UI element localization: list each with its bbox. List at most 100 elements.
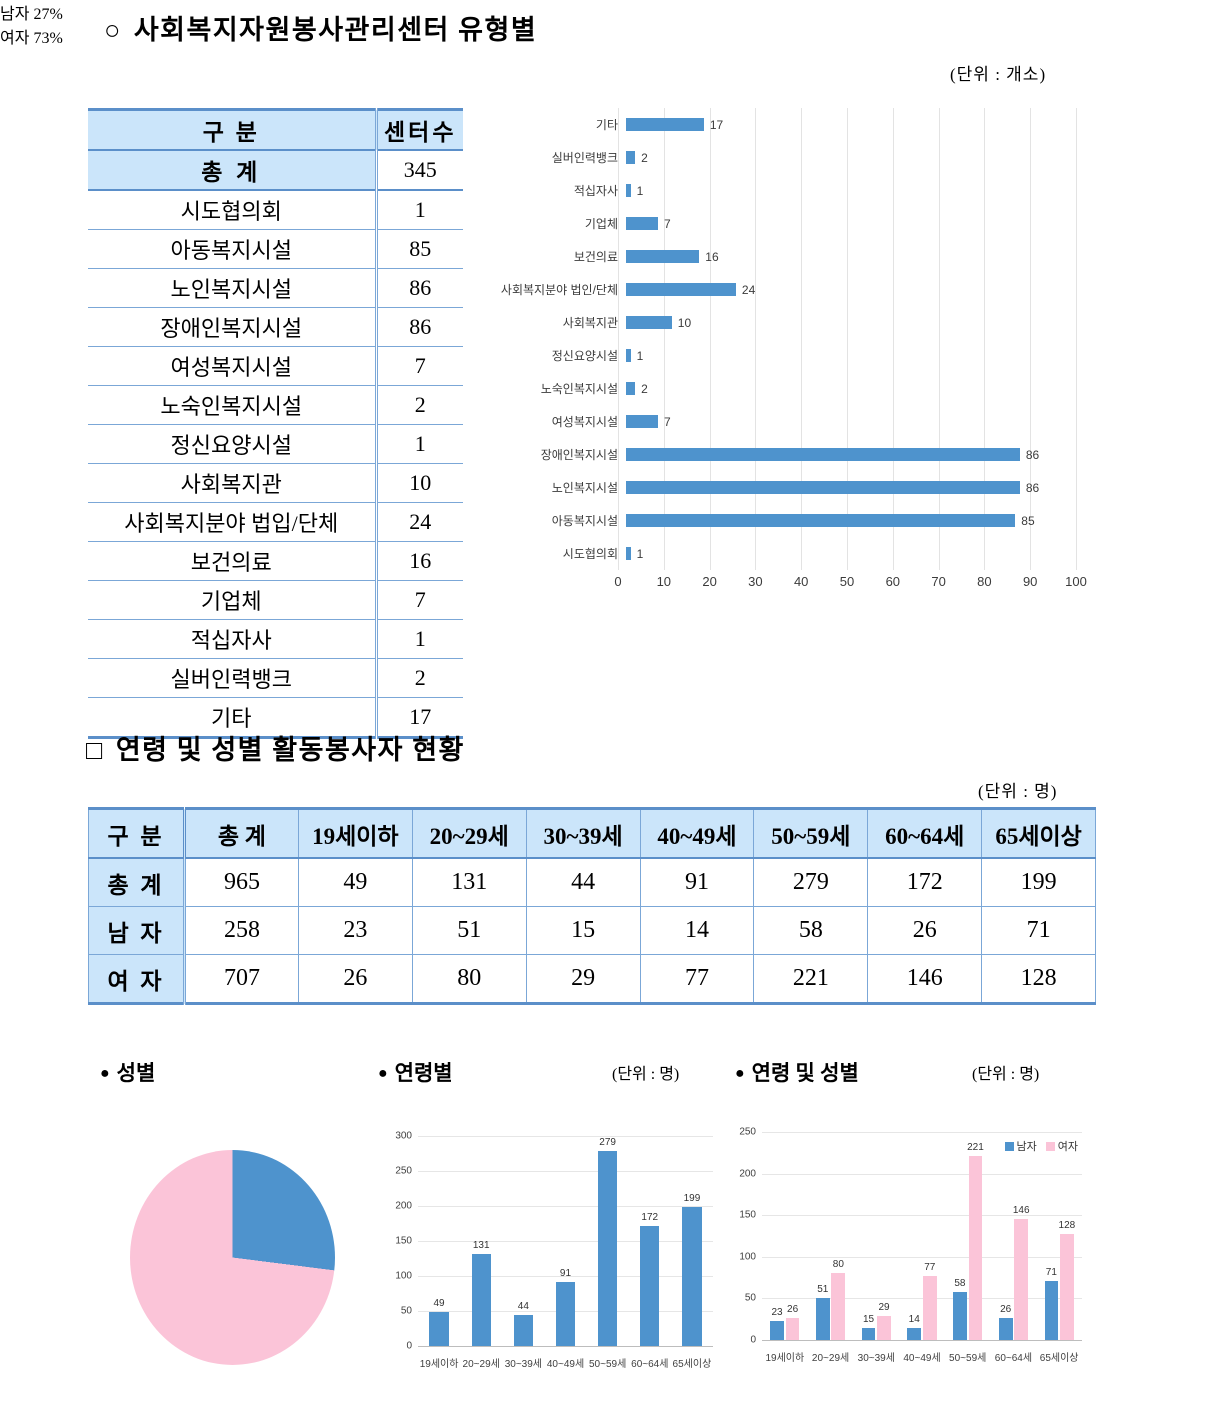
bar-row: 적십자사 1 (486, 174, 1096, 207)
x-axis-tick-label: 19세이하 (765, 1353, 805, 1364)
cell-total: 965 (184, 857, 299, 907)
centers-bar-chart: 기타 17 실버인력뱅크 2 적십자사 1 기업체 7 보건의료 16 사회복지분야 법인/단체 24… (486, 108, 1096, 638)
bar: 221 (967, 1142, 984, 1340)
bar-category-label: 노인복지시설 (551, 481, 618, 495)
row-value-total: 345 (374, 149, 463, 191)
table-row-total: 총 계 965 49 131 44 91 279 172 199 (88, 857, 1096, 907)
age-gender-chart-caption: ● 연령 및 성별 (735, 1057, 859, 1087)
bar-track: 1 (626, 174, 1084, 207)
bar: 15 (861, 1314, 876, 1340)
bar: 26 (998, 1304, 1013, 1340)
bar-category-label: 기타 (595, 118, 618, 132)
y-axis-tick-label: 100 (739, 1251, 756, 1263)
column-header-center-count: 센터수 (374, 108, 463, 151)
table-row: 여성복지시설 7 (88, 346, 463, 386)
cell-50-59: 221 (753, 954, 869, 1005)
centers-table: 구 분 센터수 총 계 345 시도협의회 1 아동복지시설 85 노인복지시설… (88, 108, 463, 739)
x-axis-tick-label: 40~49세 (546, 1359, 585, 1370)
section-1-title: 사회복지자원봉사관리센터 유형별 (133, 15, 538, 45)
x-axis-tick-label: 40 (793, 574, 809, 589)
bar-row: 사회복지관 10 (486, 306, 1096, 339)
section-2-heading: □ 연령 및 성별 활동봉사자 현황 (86, 728, 465, 767)
age-gender-bar-chart: 0 50 100 150 200 250 23 26 19세이하 51 80 20~29세 15 29 30… (722, 1124, 1094, 1398)
x-axis-tick-label: 30~39세 (857, 1353, 895, 1364)
table-row: 사회복지분야 법입/단체 24 (88, 502, 463, 542)
bar-value-label: 2 (641, 150, 648, 165)
gridline (762, 1298, 1082, 1300)
bar-value-label: 146 (1012, 1204, 1030, 1216)
bar-row: 아동복지시설 85 (486, 504, 1096, 537)
x-axis-tick-label: 30~39세 (504, 1359, 542, 1370)
row-value: 24 (374, 502, 463, 542)
row-value: 2 (374, 658, 463, 698)
table-row-female: 여 자 707 26 80 29 77 221 146 128 (88, 954, 1096, 1005)
bar-row: 여성복지시설 7 (486, 405, 1096, 438)
bar-category-label: 정신요양시설 (551, 349, 618, 363)
bar-value-label: 7 (664, 414, 671, 429)
gridline (762, 1132, 1082, 1133)
bar (626, 184, 631, 197)
x-axis-tick-label: 65세이상 (1039, 1353, 1079, 1364)
pie-label-female-name: 여자 (0, 30, 30, 47)
bar-category-label: 사회복지분야 법인/단체 (500, 283, 618, 297)
bar: 44 (513, 1301, 534, 1346)
row-label: 노인복지시설 (88, 268, 376, 308)
bar-value-label: 7 (664, 216, 671, 231)
row-label: 적십자사 (88, 619, 376, 659)
bar-row: 정신요양시설 1 (486, 339, 1096, 372)
bar-category-label: 보건의료 (573, 250, 618, 264)
plot-area: 0 50 100 150 200 250 23 26 19세이하 51 80 20~29세 15 29 30… (739, 1127, 1082, 1364)
cell-60-64: 26 (867, 906, 983, 955)
row-value: 17 (374, 697, 463, 739)
table-row: 노숙인복지시설 2 (88, 385, 463, 425)
row-value: 1 (374, 619, 463, 659)
x-axis-tick-label: 20~29세 (462, 1359, 500, 1370)
bar: 71 (1044, 1267, 1059, 1340)
bar-value-label: 51 (817, 1283, 829, 1295)
table-row-male: 남 자 258 23 51 15 14 58 26 71 (88, 906, 1096, 955)
bullet-icon: ● (735, 1065, 745, 1082)
bar-value-label: 1 (636, 546, 644, 561)
bar (626, 547, 631, 560)
bar-value-label: 10 (677, 315, 692, 330)
y-axis-tick-label: 100 (395, 1270, 412, 1282)
bar-value-label: 49 (433, 1297, 445, 1309)
cell-20-29: 131 (411, 857, 527, 907)
bar: 14 (907, 1314, 922, 1340)
y-axis-tick-label: 250 (395, 1165, 412, 1177)
row-value: 85 (374, 229, 463, 269)
row-value: 2 (374, 385, 463, 425)
bar-row: 장애인복지시설 86 (486, 438, 1096, 471)
table-row: 사회복지관 10 (88, 463, 463, 503)
row-label: 사회복지분야 법입/단체 (88, 502, 376, 542)
row-label: 시도협의회 (88, 189, 376, 230)
bar-value-label: 17 (709, 117, 724, 132)
cell-under19: 49 (297, 857, 413, 907)
bar (626, 349, 631, 362)
age-chart-unit-note: (단위 : 명) (612, 1066, 680, 1083)
bar-value-label: 86 (1025, 480, 1040, 495)
cell-under19: 23 (297, 906, 413, 955)
bar-row: 보건의료 16 (486, 240, 1096, 273)
row-value: 86 (374, 307, 463, 347)
bar-value-label: 279 (599, 1136, 616, 1148)
row-value: 1 (374, 189, 463, 230)
x-axis-tick-label: 40~49세 (903, 1353, 941, 1364)
x-axis-tick-label: 50 (839, 574, 855, 589)
bar-category-label: 시도협의회 (562, 547, 618, 561)
x-axis-tick-label: 70 (931, 574, 946, 589)
bar: 128 (1059, 1220, 1075, 1340)
y-axis-tick-label: 50 (400, 1305, 412, 1317)
row-label: 여성복지시설 (88, 346, 376, 386)
x-axis-tick-label: 60~64세 (631, 1359, 669, 1370)
bar-track: 86 (626, 438, 1084, 471)
x-axis-tick-label: 30 (748, 574, 763, 589)
row-label: 아동복지시설 (88, 229, 376, 269)
bar-track: 2 (626, 372, 1084, 405)
bar-value-label: 24 (741, 282, 756, 297)
bar-value-label: 1 (636, 348, 644, 363)
column-header-over65: 65세이상 (981, 807, 1096, 859)
cell-under19: 26 (297, 954, 413, 1005)
gridline (418, 1241, 713, 1242)
x-axis-tick-label: 20~29세 (811, 1353, 850, 1364)
